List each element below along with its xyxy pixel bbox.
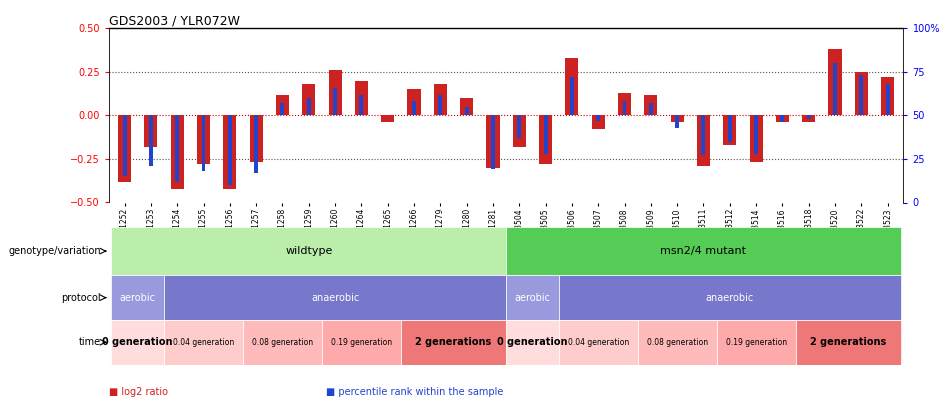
Text: 0.19 generation: 0.19 generation: [726, 338, 787, 347]
Bar: [885, 84, 889, 115]
Bar: [807, 115, 811, 119]
Text: 0 generation: 0 generation: [102, 337, 173, 347]
Bar: [408, 89, 421, 115]
Bar: [197, 115, 210, 164]
Bar: [833, 63, 837, 115]
Text: msn2/4 mutant: msn2/4 mutant: [660, 246, 746, 256]
Bar: [591, 115, 604, 129]
Bar: [723, 115, 736, 145]
Bar: [618, 93, 631, 115]
Bar: [464, 107, 468, 115]
Bar: [123, 115, 127, 176]
Bar: [544, 115, 548, 154]
Bar: [802, 115, 815, 122]
Bar: [145, 115, 157, 147]
Bar: [649, 103, 653, 115]
Bar: [506, 275, 559, 320]
Bar: [697, 115, 710, 166]
Bar: [149, 115, 153, 166]
Bar: [243, 320, 322, 364]
Bar: [228, 115, 232, 185]
Bar: [250, 115, 263, 162]
Text: wildtype: wildtype: [285, 246, 332, 256]
Bar: [164, 320, 243, 364]
Bar: [175, 115, 179, 181]
Bar: [201, 115, 205, 171]
Text: 0.04 generation: 0.04 generation: [173, 338, 235, 347]
Bar: [280, 103, 285, 115]
Bar: [596, 115, 600, 121]
Text: GDS2003 / YLR072W: GDS2003 / YLR072W: [109, 14, 239, 27]
Text: 0.08 generation: 0.08 generation: [252, 338, 313, 347]
Text: anaerobic: anaerobic: [706, 293, 754, 303]
Bar: [506, 227, 901, 275]
Bar: [307, 98, 310, 115]
Bar: [675, 115, 679, 128]
Bar: [796, 320, 901, 364]
Bar: [355, 81, 368, 115]
Text: 0 generation: 0 generation: [498, 337, 568, 347]
Text: time: time: [79, 337, 101, 347]
Bar: [855, 72, 867, 115]
Bar: [359, 94, 363, 115]
Bar: [644, 94, 657, 115]
Bar: [112, 275, 164, 320]
Bar: [322, 320, 401, 364]
Bar: [749, 115, 762, 162]
Text: aerobic: aerobic: [120, 293, 156, 303]
Bar: [401, 320, 506, 364]
Bar: [671, 115, 684, 122]
Text: aerobic: aerobic: [515, 293, 551, 303]
Bar: [333, 87, 337, 115]
Bar: [412, 102, 416, 115]
Bar: [118, 115, 131, 181]
Text: ■ percentile rank within the sample: ■ percentile rank within the sample: [326, 387, 503, 397]
Text: 0.04 generation: 0.04 generation: [568, 338, 629, 347]
Bar: [859, 75, 864, 115]
Bar: [881, 77, 894, 115]
Bar: [754, 115, 758, 154]
Bar: [780, 115, 784, 122]
Bar: [434, 84, 447, 115]
Bar: [776, 115, 789, 122]
Bar: [223, 115, 236, 189]
Bar: [486, 115, 499, 168]
Bar: [559, 320, 638, 364]
Bar: [702, 115, 706, 156]
Text: 0.19 generation: 0.19 generation: [331, 338, 392, 347]
Bar: [438, 94, 443, 115]
Bar: [112, 227, 506, 275]
Text: 0.08 generation: 0.08 generation: [646, 338, 708, 347]
Text: ■ log2 ratio: ■ log2 ratio: [109, 387, 167, 397]
Bar: [717, 320, 796, 364]
Bar: [328, 70, 342, 115]
Bar: [559, 275, 901, 320]
Bar: [513, 115, 526, 147]
Bar: [566, 58, 578, 115]
Bar: [539, 115, 552, 164]
Bar: [302, 84, 315, 115]
Text: genotype/variation: genotype/variation: [9, 246, 101, 256]
Bar: [112, 320, 164, 364]
Text: 2 generations: 2 generations: [415, 337, 492, 347]
Bar: [727, 115, 732, 141]
Bar: [164, 275, 506, 320]
Bar: [460, 98, 473, 115]
Bar: [622, 102, 626, 115]
Text: anaerobic: anaerobic: [311, 293, 359, 303]
Text: 2 generations: 2 generations: [810, 337, 886, 347]
Text: protocol: protocol: [61, 293, 101, 303]
Bar: [491, 115, 495, 169]
Bar: [276, 94, 289, 115]
Bar: [381, 115, 394, 122]
Bar: [254, 115, 258, 173]
Bar: [506, 320, 559, 364]
Bar: [829, 49, 842, 115]
Bar: [638, 320, 717, 364]
Bar: [569, 77, 574, 115]
Bar: [170, 115, 184, 189]
Bar: [517, 115, 521, 138]
